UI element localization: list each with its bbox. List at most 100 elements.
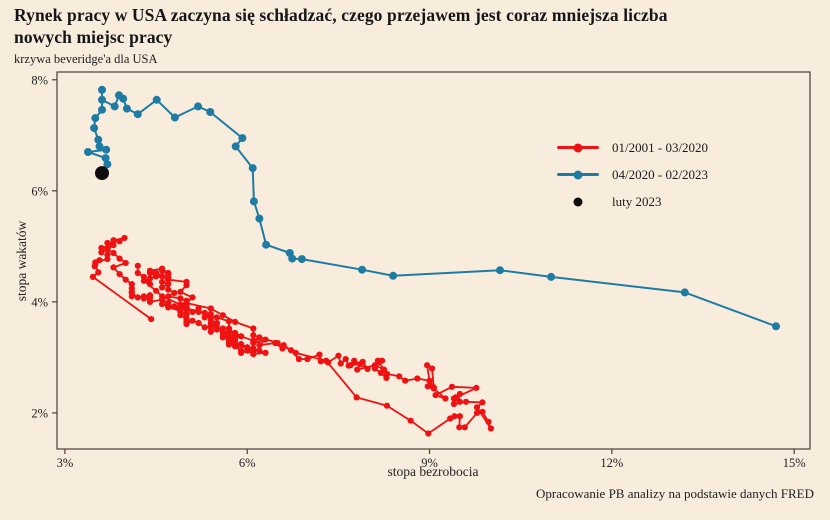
series-marker-0 bbox=[109, 241, 116, 248]
series-marker-0 bbox=[351, 357, 358, 364]
series-marker-1 bbox=[194, 102, 202, 111]
x-tick-label: 9% bbox=[421, 456, 438, 470]
series-marker-0 bbox=[292, 349, 299, 356]
legend-label-luty-2023: luty 2023 bbox=[612, 193, 662, 209]
source-note: Opracowanie PB analizy na podstawie dany… bbox=[536, 486, 814, 501]
series-marker-0 bbox=[171, 303, 178, 310]
series-marker-0 bbox=[189, 308, 196, 315]
series-marker-0 bbox=[432, 392, 439, 399]
series-marker-0 bbox=[426, 377, 433, 384]
series-marker-0 bbox=[250, 332, 257, 339]
series-marker-0 bbox=[256, 334, 263, 341]
legend-item-2020-2023: 04/2020 - 02/2023 bbox=[557, 161, 708, 188]
series-marker-0 bbox=[213, 326, 220, 333]
series-marker-0 bbox=[159, 278, 166, 285]
series-marker-0 bbox=[414, 375, 421, 382]
series-marker-0 bbox=[442, 395, 449, 402]
series-marker-0 bbox=[451, 413, 458, 420]
red-dot-icon bbox=[573, 143, 583, 152]
series-marker-1 bbox=[103, 160, 112, 169]
series-marker-0 bbox=[148, 316, 155, 323]
series-marker-0 bbox=[195, 305, 202, 312]
plot-frame bbox=[56, 71, 811, 450]
series-marker-0 bbox=[461, 424, 468, 431]
series-marker-0 bbox=[189, 294, 196, 301]
y-tick-label: 2% bbox=[31, 406, 48, 420]
series-marker-1 bbox=[94, 135, 103, 144]
series-marker-0 bbox=[225, 336, 233, 343]
series-marker-0 bbox=[450, 395, 457, 402]
series-marker-0 bbox=[201, 309, 208, 317]
series-marker-1 bbox=[262, 240, 271, 249]
series-marker-0 bbox=[89, 273, 96, 280]
series-marker-0 bbox=[96, 257, 103, 264]
series-marker-0 bbox=[485, 418, 492, 425]
series-marker-0 bbox=[364, 365, 371, 373]
series-marker-1 bbox=[101, 154, 110, 163]
chart-subtitle: krzywa beveridge'a dla USA bbox=[14, 52, 158, 66]
y-tick-label: 8% bbox=[31, 73, 48, 87]
series-marker-0 bbox=[448, 383, 456, 390]
series-marker-0 bbox=[213, 321, 220, 328]
series-marker-0 bbox=[153, 271, 160, 278]
x-axis-label: stopa bezrobocia bbox=[387, 464, 479, 479]
black-point-swatch bbox=[557, 196, 599, 207]
series-marker-0 bbox=[177, 288, 184, 295]
series-marker-0 bbox=[473, 384, 480, 391]
series-marker-0 bbox=[487, 425, 494, 432]
series-marker-0 bbox=[342, 356, 349, 363]
series-marker-0 bbox=[380, 366, 388, 373]
series-marker-0 bbox=[207, 328, 214, 335]
series-marker-0 bbox=[428, 365, 436, 372]
series-marker-0 bbox=[134, 262, 141, 269]
series-marker-0 bbox=[195, 319, 202, 327]
series-marker-0 bbox=[171, 289, 178, 297]
series-marker-1 bbox=[98, 95, 106, 104]
series-marker-1 bbox=[152, 95, 161, 104]
series-marker-0 bbox=[134, 294, 141, 301]
series-marker-0 bbox=[232, 318, 239, 325]
series-marker-0 bbox=[134, 269, 141, 277]
series-marker-0 bbox=[225, 318, 233, 325]
series-marker-0 bbox=[128, 285, 135, 292]
series-marker-1 bbox=[95, 142, 104, 151]
series-marker-0 bbox=[104, 246, 111, 253]
series-marker-0 bbox=[473, 404, 481, 411]
series-marker-0 bbox=[110, 264, 117, 271]
series-marker-0 bbox=[316, 351, 323, 358]
series-marker-0 bbox=[146, 281, 154, 288]
series-marker-0 bbox=[122, 259, 129, 267]
series-marker-0 bbox=[159, 284, 166, 291]
chart-title: Rynek pracy w USA zaczyna się schładzać,… bbox=[14, 5, 804, 48]
series-marker-0 bbox=[165, 286, 172, 293]
series-marker-1 bbox=[98, 105, 106, 114]
series-marker-1 bbox=[170, 113, 179, 122]
series-marker-0 bbox=[383, 402, 391, 409]
series-marker-0 bbox=[456, 424, 463, 431]
series-marker-0 bbox=[165, 293, 172, 300]
series-marker-0 bbox=[140, 277, 147, 284]
series-marker-0 bbox=[250, 348, 257, 355]
series-marker-1 bbox=[358, 265, 367, 274]
chart-title-line1: Rynek pracy w USA zaczyna się schładzać,… bbox=[14, 5, 668, 25]
series-marker-0 bbox=[104, 256, 111, 263]
series-marker-0 bbox=[262, 336, 269, 343]
series-marker-1 bbox=[680, 288, 689, 297]
x-tick-label: 12% bbox=[600, 456, 623, 470]
series-marker-0 bbox=[146, 267, 154, 274]
series-marker-0 bbox=[116, 238, 123, 245]
series-marker-0 bbox=[225, 329, 233, 337]
series-marker-0 bbox=[98, 249, 105, 256]
red-line-marker-swatch bbox=[557, 142, 599, 153]
series-marker-1 bbox=[110, 102, 119, 111]
series-marker-0 bbox=[238, 341, 245, 348]
series-marker-1 bbox=[102, 145, 111, 154]
series-marker-0 bbox=[183, 302, 190, 309]
series-marker-0 bbox=[430, 384, 437, 391]
series-marker-0 bbox=[159, 273, 166, 280]
y-tick-label: 4% bbox=[31, 295, 48, 309]
series-marker-0 bbox=[183, 311, 190, 318]
series-marker-0 bbox=[95, 269, 102, 276]
series-marker-0 bbox=[183, 315, 190, 322]
